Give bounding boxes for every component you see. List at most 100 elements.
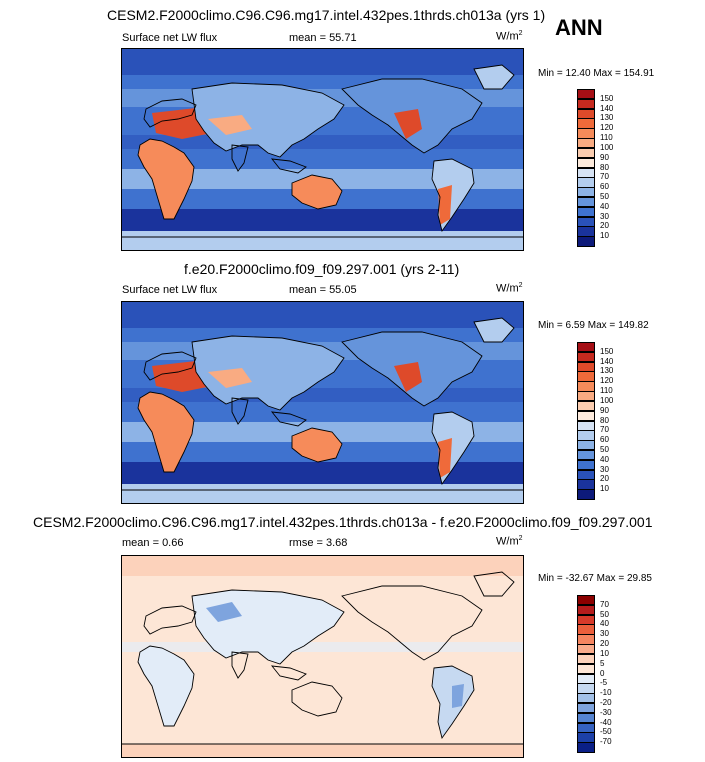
panel2-map: [121, 301, 524, 504]
colorbar-swatch: [577, 89, 595, 100]
colorbar-tick-label: 20: [600, 221, 609, 231]
panel1-units-text: W/m: [496, 30, 519, 43]
panel1-max-label: Max =: [593, 68, 621, 79]
antarctic-band: [122, 744, 523, 757]
colorbar-tick-label: 80: [600, 162, 609, 172]
colorbar-swatch: [577, 128, 595, 139]
arctic-band: [122, 556, 523, 576]
colorbar-swatch: [577, 469, 595, 480]
colorbar-swatch: [577, 722, 595, 733]
colorbar-tick-label: 50: [600, 191, 609, 201]
panel1-mean-label: mean =: [289, 32, 326, 44]
panel3-units-text: W/m: [496, 535, 519, 548]
colorbar-swatch: [577, 147, 595, 159]
ocean-base: [122, 556, 523, 757]
colorbar-swatch: [577, 430, 595, 441]
coastline-asia: [191, 335, 345, 411]
colorbar-tick-label: 60: [600, 182, 609, 192]
colorbar-tick-label: 30: [600, 629, 609, 639]
coastline-namerica: [341, 78, 483, 154]
colorbar-swatch: [577, 479, 595, 490]
coastline-seasia: [270, 411, 307, 427]
coastline-europe: [143, 605, 197, 635]
greenland-fill: [474, 318, 514, 342]
arctic-band: [122, 49, 523, 75]
panel3-units-sup: 2: [518, 535, 523, 542]
panel1-map-svg: [122, 49, 523, 250]
panel3-min-label: Min =: [538, 573, 563, 584]
colorbar-swatch: [577, 644, 595, 655]
andes-fill: [438, 438, 452, 478]
colorbar-swatch: [577, 410, 595, 421]
colorbar-swatch: [577, 381, 595, 392]
coastline-india: [231, 144, 249, 172]
coastline-australia: [291, 681, 343, 717]
asia-fill: [192, 336, 344, 410]
coastline-india: [231, 651, 249, 679]
colorbar-swatch: [577, 663, 595, 674]
colorbar-swatch: [577, 712, 595, 724]
colorbar-swatch: [577, 449, 595, 461]
panel1-units-sup: 2: [518, 30, 523, 37]
panel3-units: W/m2: [496, 535, 523, 548]
panel2-max-label: Max =: [587, 320, 616, 331]
colorbar-tick-label: 30: [600, 464, 609, 474]
arctic-band: [122, 302, 523, 328]
coastline-greenland: [473, 317, 515, 343]
colorbar-tick-label: -5: [600, 678, 608, 688]
colorbar-tick-label: 150: [600, 93, 614, 103]
colorbar-swatch: [577, 604, 595, 616]
panel2-min-value: 6.59: [565, 320, 585, 331]
coastline-europe: [143, 98, 197, 128]
tropics-band: [122, 642, 523, 652]
colorbar-tick-label: 60: [600, 435, 609, 445]
colorbar-tick-label: 110: [600, 386, 613, 396]
coastline-seasia: [270, 158, 307, 174]
panel3-mean-label: mean =: [122, 537, 159, 549]
australia-fill: [292, 175, 342, 209]
colorbar-swatch: [577, 614, 595, 625]
colorbar-tick-label: 10: [600, 484, 609, 494]
colorbar-tick-label: 150: [600, 346, 614, 356]
central-asia-fill: [208, 115, 252, 135]
asia-fill: [192, 83, 344, 157]
coastline-africa: [137, 645, 195, 727]
panel1-colorbar: 150 140 130 120 110 100 90 80 70 60 50 40 30 20 10: [577, 89, 617, 247]
colorbar-swatch: [577, 351, 595, 363]
panel1-mean-stat: mean = 55.71: [289, 32, 357, 44]
africa-fill: [138, 139, 194, 219]
colorbar-tick-label: 140: [600, 103, 614, 113]
coastline-samerica: [431, 411, 475, 486]
colorbar-swatch: [577, 187, 595, 198]
colorbar-tick-label: 0: [600, 668, 605, 678]
colorbar-swatch: [577, 177, 595, 188]
panel2-mean-label: mean =: [289, 284, 326, 296]
panel3-rmse-stat: rmse = 3.68: [289, 537, 347, 549]
panel2-units: W/m2: [496, 282, 523, 295]
colorbar-swatch: [577, 342, 595, 353]
coastline-samerica: [431, 665, 475, 740]
panel1-units: W/m2: [496, 30, 523, 43]
colorbar-tick-label: 20: [600, 474, 609, 484]
antarctic-band: [122, 231, 523, 250]
colorbar-tick-label: 40: [600, 619, 609, 629]
colorbar-tick-label: 100: [600, 395, 614, 405]
southwest-us-fill: [394, 362, 422, 392]
colorbar-swatch: [577, 167, 595, 178]
panel3-minmax: Min = -32.67 Max = 29.85: [538, 573, 652, 584]
andes-fill: [438, 185, 452, 225]
coastline-africa: [137, 138, 195, 220]
panel2-units-text: W/m: [496, 282, 519, 295]
colorbar-swatch: [577, 108, 595, 119]
southern-ocean-band: [122, 462, 523, 484]
southern-ocean-band: [122, 209, 523, 231]
south-america-anomaly: [452, 684, 464, 708]
panel3-max-value: 29.85: [626, 573, 652, 584]
colorbar-tick-label: -70: [600, 737, 612, 747]
panel1-variable-label: Surface net LW flux: [122, 32, 218, 44]
coastline-greenland: [473, 571, 515, 597]
panel2-colorbar: 150 140 130 120 110 100 90 80 70 60 50 40 30 20 10: [577, 342, 617, 500]
asia-anomaly: [206, 602, 242, 622]
panel3-max-label: Max =: [596, 573, 625, 584]
colorbar-tick-label: 10: [600, 231, 609, 241]
